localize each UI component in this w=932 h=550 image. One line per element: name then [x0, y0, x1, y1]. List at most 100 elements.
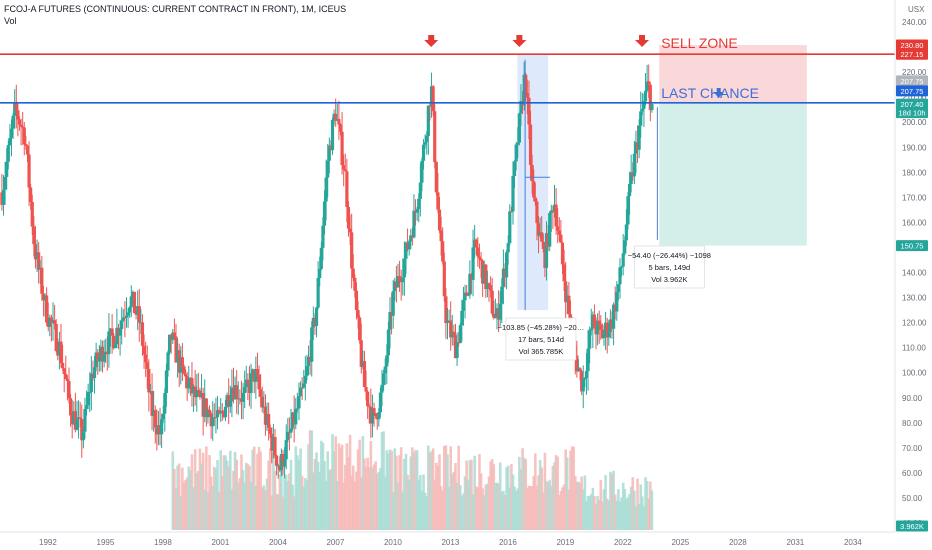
- candle-body: [353, 277, 357, 291]
- volume-bar: [379, 468, 382, 530]
- candle-body: [431, 86, 435, 112]
- volume-bar: [438, 454, 441, 530]
- candle-body: [282, 459, 287, 467]
- candle-body: [187, 381, 191, 389]
- volume-bar: [278, 474, 282, 530]
- price-label-box: [896, 85, 928, 97]
- volume-bar: [569, 450, 572, 530]
- candle-body: [254, 369, 258, 382]
- volume-bar: [372, 464, 376, 530]
- candle-body: [214, 417, 218, 419]
- volume-bar: [273, 470, 277, 530]
- volume-bar: [208, 455, 211, 530]
- info-box-line: −54.40 (−26.44%) −1098: [628, 251, 711, 260]
- volume-bar: [347, 457, 350, 530]
- volume-bar: [458, 485, 462, 530]
- volume-bar: [268, 448, 272, 530]
- candle-body: [586, 348, 590, 372]
- volume-bar: [230, 489, 234, 530]
- candle-body: [147, 368, 151, 393]
- price-label-text: 207.40: [901, 100, 924, 109]
- candle-body: [62, 368, 66, 375]
- volume-bar: [398, 455, 401, 530]
- volume-bar: [265, 478, 269, 530]
- volume-bar: [350, 475, 353, 530]
- candle-body: [295, 408, 299, 410]
- volume-bar: [581, 489, 585, 530]
- volume-bar: [465, 460, 468, 530]
- candle-body: [110, 328, 114, 336]
- volume-bar: [391, 492, 395, 530]
- volume-bar: [419, 475, 422, 530]
- candle-body: [161, 413, 165, 420]
- volume-bar: [356, 449, 360, 530]
- volume-bar: [227, 466, 231, 530]
- candle-body: [227, 395, 231, 407]
- volume-bar: [251, 449, 254, 530]
- candle-body: [463, 292, 467, 301]
- candle-body: [346, 207, 351, 229]
- candle-body: [589, 328, 593, 331]
- volume-bar: [518, 456, 521, 530]
- volume-bar: [482, 495, 486, 530]
- candle-body: [404, 242, 408, 259]
- down-arrow-icon: [512, 35, 527, 47]
- candle-body: [190, 378, 194, 394]
- volume-bar: [490, 459, 494, 530]
- volume-bar: [187, 466, 191, 530]
- candle-body: [294, 408, 298, 425]
- volume-bar: [213, 466, 216, 530]
- volume-bar: [639, 484, 643, 530]
- candle-body: [340, 131, 344, 166]
- candle-body: [423, 142, 427, 145]
- volume-bar: [449, 446, 452, 530]
- candle-body: [235, 385, 239, 399]
- volume-bar: [221, 476, 224, 530]
- volume-bar: [342, 482, 345, 530]
- candle-body: [512, 161, 517, 177]
- candle-body: [629, 172, 633, 185]
- volume-bar: [535, 485, 539, 530]
- volume-bar: [439, 486, 443, 530]
- candle-body: [388, 312, 392, 330]
- x-tick-label: 1998: [154, 538, 172, 547]
- volume-bar: [248, 465, 251, 530]
- volume-bar: [455, 482, 459, 530]
- volume-bar: [526, 488, 529, 530]
- price-label-text: 150.75: [901, 242, 924, 251]
- candle-body: [396, 276, 400, 288]
- x-tick-label: 1995: [97, 538, 115, 547]
- candles: [0, 61, 654, 479]
- candle-body: [632, 153, 636, 177]
- volume-bar: [462, 493, 465, 530]
- candle-body: [639, 111, 643, 126]
- volume-bar: [216, 459, 219, 530]
- candle-body: [45, 295, 49, 323]
- candle-body: [433, 111, 437, 162]
- volume-bar: [387, 453, 390, 530]
- candle-body: [471, 247, 475, 280]
- candle-body: [374, 413, 378, 417]
- candle-body: [89, 373, 93, 393]
- candle-body: [337, 119, 341, 125]
- candle-body: [128, 307, 132, 313]
- candle-body: [67, 381, 71, 399]
- volume-bar: [557, 495, 561, 530]
- candle-body: [378, 392, 383, 413]
- volume-bar: [388, 449, 392, 530]
- price-label-box: [896, 240, 928, 252]
- volume-bar: [177, 463, 181, 530]
- volume-bar: [645, 480, 649, 530]
- volume-bar: [495, 482, 499, 530]
- volume-bar: [540, 467, 544, 530]
- candle-body: [338, 124, 343, 132]
- price-label-box: [896, 98, 928, 110]
- candle-body: [490, 290, 494, 314]
- volume-bar: [532, 476, 536, 530]
- candle-body: [327, 145, 331, 161]
- volume-label: Vol: [4, 16, 17, 26]
- volume-bar: [385, 450, 389, 530]
- candle-body: [627, 184, 632, 197]
- candle-body: [508, 211, 512, 244]
